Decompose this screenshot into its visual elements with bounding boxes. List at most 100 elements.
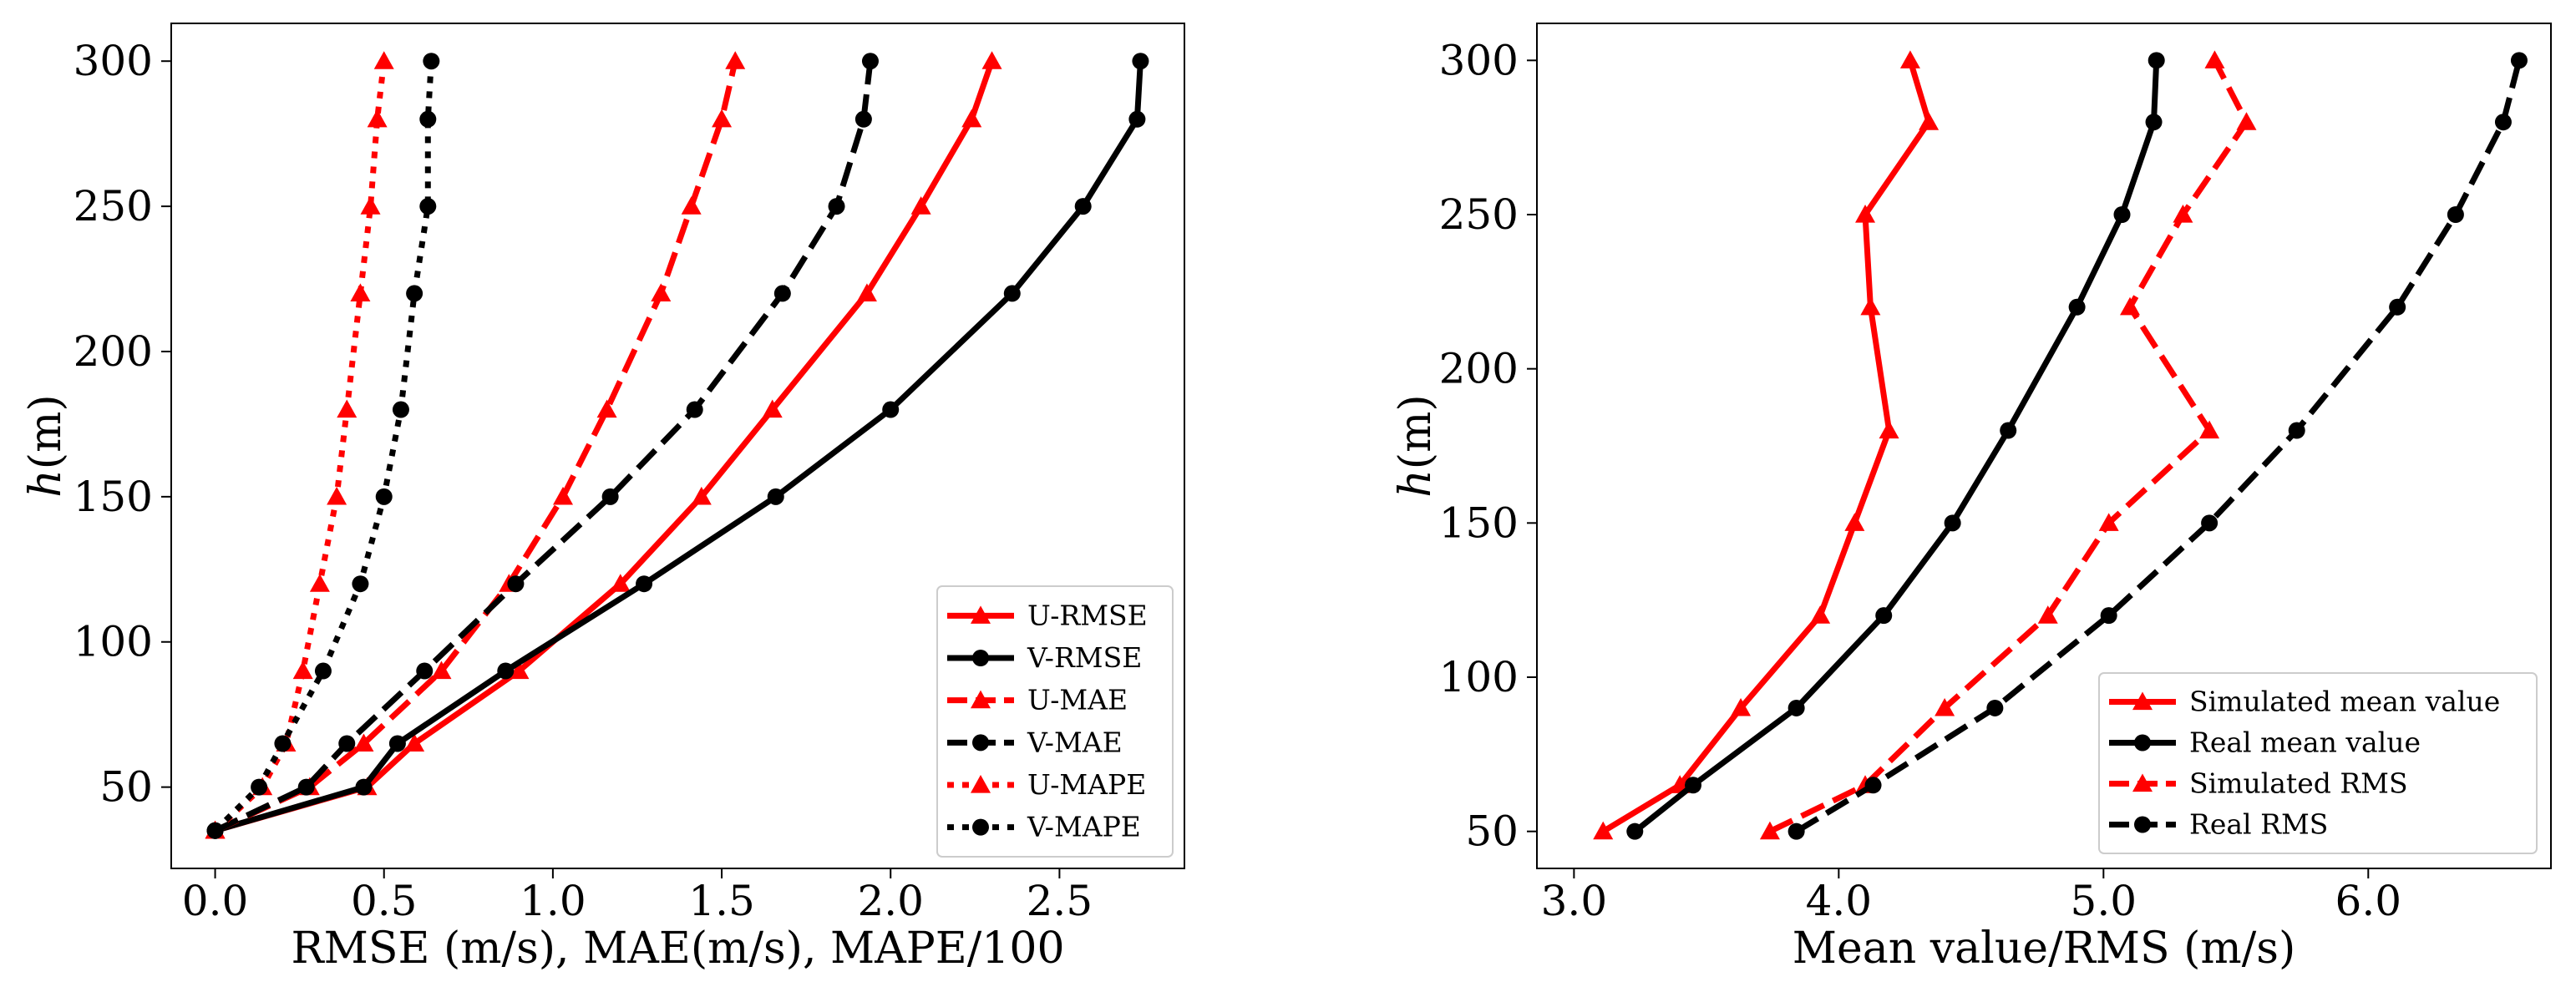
data-point bbox=[691, 486, 712, 505]
x-tick-label: 2.5 bbox=[1027, 877, 1093, 925]
data-point bbox=[419, 198, 437, 215]
data-point bbox=[1986, 699, 2004, 716]
series-line-simulated-mean-value bbox=[1601, 59, 1932, 834]
data-point bbox=[1844, 513, 1865, 531]
x-tick-label: 5.0 bbox=[2071, 877, 2137, 925]
data-point bbox=[1128, 110, 1146, 128]
legend-marker bbox=[972, 818, 989, 836]
data-point bbox=[423, 53, 440, 70]
data-point bbox=[292, 660, 313, 680]
plot-area bbox=[205, 51, 1149, 839]
legend-marker bbox=[971, 605, 991, 624]
x-tick-label: 4.0 bbox=[1806, 877, 1873, 925]
data-point bbox=[1626, 822, 1644, 840]
x-tick-label: 2.0 bbox=[857, 877, 924, 925]
data-point bbox=[2113, 205, 2131, 223]
data-point bbox=[1003, 285, 1021, 302]
legend-marker bbox=[972, 650, 989, 666]
axes-frame bbox=[170, 23, 1185, 869]
data-point bbox=[274, 735, 292, 752]
data-point bbox=[2037, 605, 2058, 624]
series-line-real-mean-value bbox=[1633, 60, 2160, 834]
legend-marker bbox=[2132, 773, 2153, 792]
data-point bbox=[337, 399, 357, 418]
data-point bbox=[1787, 822, 1805, 840]
x-tick-label: 1.0 bbox=[520, 877, 586, 925]
legend-label: Simulated mean value bbox=[2189, 686, 2500, 718]
x-tick-label: 0.0 bbox=[182, 877, 249, 925]
data-point bbox=[1810, 605, 1831, 624]
data-point bbox=[352, 575, 369, 593]
data-point bbox=[1593, 821, 1614, 840]
y-axis-label-variable: h bbox=[21, 469, 71, 498]
data-point bbox=[1855, 204, 1876, 223]
data-point bbox=[961, 109, 982, 128]
legend: Simulated mean value Real mean value Simul… bbox=[2098, 672, 2538, 854]
data-point bbox=[353, 733, 374, 752]
legend-box bbox=[936, 585, 1174, 858]
data-point bbox=[2148, 52, 2165, 69]
series-line-v-mape bbox=[213, 60, 434, 833]
data-point bbox=[1864, 777, 1882, 794]
data-point bbox=[251, 778, 268, 796]
series-line-u-rmse bbox=[214, 60, 995, 834]
legend-marker bbox=[971, 690, 991, 709]
data-point bbox=[2389, 298, 2406, 316]
data-point bbox=[1787, 699, 1805, 716]
y-tick-label: 100 bbox=[74, 618, 153, 666]
data-point bbox=[2199, 420, 2220, 439]
y-axis-label-variable: h bbox=[1391, 469, 1441, 498]
data-point bbox=[2068, 298, 2086, 316]
data-point bbox=[1944, 514, 1961, 532]
data-point bbox=[2120, 296, 2141, 316]
y-axis-label-unit: (m) bbox=[1391, 394, 1441, 469]
x-tick-label: 0.5 bbox=[351, 877, 418, 925]
y-tick-label: 150 bbox=[1439, 499, 1519, 547]
y-tick-label: 100 bbox=[1439, 653, 1519, 701]
data-point bbox=[773, 285, 791, 302]
data-point bbox=[2494, 114, 2512, 131]
data-point bbox=[431, 660, 452, 680]
y-tick-label: 200 bbox=[1439, 345, 1519, 393]
data-point bbox=[404, 733, 425, 752]
legend-marker bbox=[2132, 691, 2153, 711]
data-point bbox=[981, 51, 1002, 69]
data-point bbox=[392, 401, 409, 418]
data-point bbox=[360, 196, 381, 215]
data-point bbox=[2100, 607, 2117, 625]
y-tick-label: 300 bbox=[1439, 36, 1519, 84]
legend-label: Simulated RMS bbox=[2189, 767, 2408, 800]
data-point bbox=[2236, 112, 2257, 130]
data-point bbox=[375, 488, 393, 505]
legend-marker bbox=[972, 734, 989, 752]
data-point bbox=[610, 574, 631, 592]
legend-marker bbox=[2134, 816, 2151, 833]
data-point bbox=[553, 486, 574, 505]
data-point bbox=[636, 575, 653, 593]
data-point bbox=[725, 51, 746, 69]
legend-label: Real RMS bbox=[2189, 808, 2328, 841]
data-point bbox=[497, 662, 515, 680]
data-point bbox=[206, 822, 224, 839]
series-line-u-mae bbox=[214, 60, 738, 833]
y-tick-label: 50 bbox=[1465, 807, 1519, 856]
data-point bbox=[2204, 50, 2225, 68]
data-point bbox=[1875, 607, 1893, 625]
data-point bbox=[1074, 198, 1092, 215]
data-point bbox=[338, 735, 356, 752]
legend-label: V-MAE bbox=[1027, 726, 1123, 758]
axes-frame bbox=[1536, 23, 2552, 869]
data-point bbox=[601, 488, 619, 505]
data-point bbox=[1899, 50, 1920, 68]
data-point bbox=[2000, 422, 2017, 439]
x-tick-label: 6.0 bbox=[2335, 877, 2402, 925]
data-point bbox=[507, 575, 525, 593]
data-point bbox=[367, 109, 388, 128]
x-axis-label: Mean value/RMS (m/s) bbox=[1793, 924, 2295, 974]
legend-box bbox=[2098, 672, 2538, 854]
legend-marker bbox=[971, 775, 991, 793]
data-point bbox=[297, 778, 315, 796]
data-point bbox=[681, 196, 702, 215]
series-line-real-rms bbox=[1794, 59, 2523, 834]
